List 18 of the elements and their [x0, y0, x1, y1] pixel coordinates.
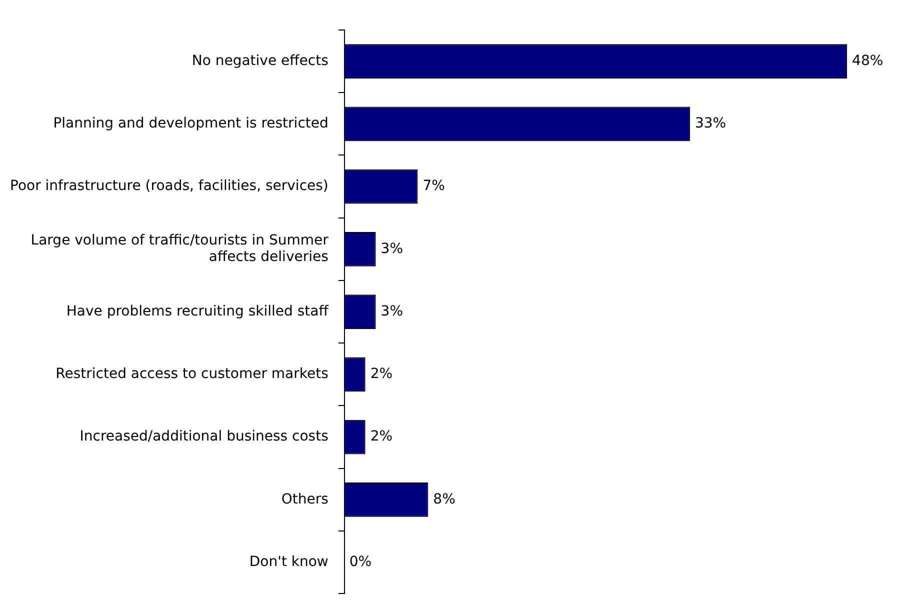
data-label: 48%	[852, 52, 884, 69]
y-tick-label: Have problems recruiting skilled staff	[66, 303, 329, 320]
data-label: 2%	[370, 366, 393, 382]
data-label: 0%	[349, 554, 372, 570]
data-label: 3%	[380, 240, 404, 257]
data-label: 7%	[422, 178, 445, 194]
data-label: 2%	[370, 428, 393, 445]
y-tick-label: Planning and development is restricted	[53, 116, 328, 132]
y-tick-label: Others	[281, 491, 328, 508]
data-label: 8%	[433, 491, 456, 508]
y-tick-label: Poor infrastructure (roads, facilities, services)	[10, 178, 328, 194]
y-tick-label: No negative effects	[192, 52, 328, 69]
y-tick-label: Restricted access to customer markets	[56, 366, 328, 382]
y-tick-label: Don't know	[249, 554, 328, 570]
data-label: 33%	[694, 116, 726, 132]
y-tick-label: Increased/additional business costs	[80, 428, 328, 445]
data-label: 3%	[380, 303, 404, 320]
y-tick-label: Large volume of traffic/tourists in Summer affects deliveries	[30, 232, 329, 266]
